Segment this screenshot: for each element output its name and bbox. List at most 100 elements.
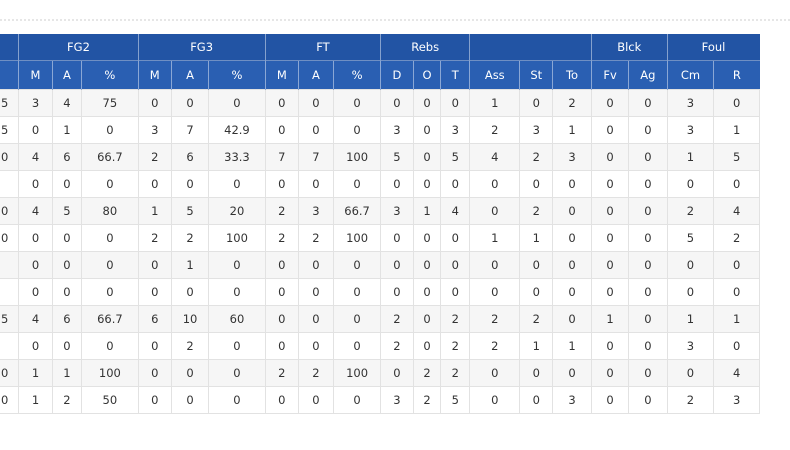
group-header: FG3	[137, 34, 266, 61]
table-cell: 5	[440, 386, 471, 414]
table-cell: 1	[552, 332, 592, 360]
table-cell: 0	[81, 116, 139, 144]
column-header: A	[51, 60, 82, 90]
table-cell: 0	[666, 170, 715, 198]
table-cell: 0	[469, 197, 521, 225]
table-cell: 1	[713, 116, 760, 144]
table-cell: 0	[332, 170, 382, 198]
table-cell: 0	[519, 170, 554, 198]
table-cell: 0	[552, 170, 592, 198]
table-cell: 4	[18, 305, 53, 333]
column-header	[0, 60, 19, 90]
table-cell: 3	[666, 332, 715, 360]
table-cell: 0	[297, 170, 334, 198]
table-cell: 0	[137, 332, 172, 360]
column-header: T	[440, 60, 470, 90]
table-cell: 0	[81, 170, 139, 198]
table-cell: 2	[264, 224, 299, 252]
table-cell: 0	[666, 359, 715, 387]
table-cell: 2	[469, 116, 521, 144]
column-header: A	[170, 60, 209, 90]
table-cell: 0	[412, 305, 442, 333]
stats-table: FG2 FG3 FT Rebs Blck Foul M A% M A% M A% D O T Ass St To F…	[0, 34, 760, 414]
table-cell: 100	[208, 224, 266, 252]
table-cell: 0	[713, 89, 760, 117]
table-cell: 2	[519, 305, 554, 333]
table-cell: 0	[208, 251, 266, 279]
group-header: Blck	[590, 34, 668, 61]
table-cell: 0	[519, 359, 554, 387]
table-cell: 3	[552, 386, 592, 414]
table-cell: 0	[264, 251, 299, 279]
table-cell: 0	[264, 89, 299, 117]
table-cell: 0	[18, 251, 53, 279]
table-cell: 2	[440, 359, 471, 387]
group-header: FG2	[18, 34, 139, 61]
table-cell: 2	[170, 224, 210, 252]
table-cell: 0	[332, 386, 382, 414]
table-cell: 3	[519, 116, 554, 144]
table-cell: 2	[519, 197, 554, 225]
column-header: To	[552, 60, 592, 90]
table-cell: 0	[552, 251, 592, 279]
table-cell: 0	[264, 332, 299, 360]
table-cell: 1	[469, 89, 521, 117]
table-cell: 0	[628, 224, 668, 252]
table-cell: 0	[170, 278, 210, 306]
table-cell: 0	[81, 251, 139, 279]
table-cell: 0	[51, 170, 83, 198]
table-cell: 1	[412, 197, 442, 225]
table-cell: 0	[552, 359, 592, 387]
table-row: 0 4 5 80 1 5 20 2 3 66.7 3 1 4 0 2 0 0 0 2 4	[0, 197, 760, 225]
table-cell: 3	[137, 116, 172, 144]
table-cell: 1	[137, 197, 172, 225]
table-cell: 0	[713, 278, 760, 306]
table-cell: 0	[666, 278, 715, 306]
table-cell: 1	[713, 305, 760, 333]
table-cell: 0	[208, 332, 266, 360]
divider	[0, 19, 790, 21]
table-cell: 0	[332, 332, 382, 360]
column-header: A	[297, 60, 334, 90]
column-header: O	[412, 60, 441, 90]
table-cell: 0	[412, 278, 442, 306]
table-cell: 0	[51, 332, 83, 360]
table-cell: 0	[440, 278, 471, 306]
table-cell: 0	[18, 170, 53, 198]
table-cell: 2	[137, 143, 172, 171]
table-cell: 0	[440, 170, 471, 198]
table-cell: 6	[170, 143, 210, 171]
table-cell: 3	[666, 116, 715, 144]
table-cell: 2	[412, 386, 442, 414]
table-cell: 0	[208, 170, 266, 198]
table-cell: 0	[137, 89, 172, 117]
table-cell: 0	[51, 251, 83, 279]
table-cell: 100	[332, 359, 382, 387]
table-cell: 2	[170, 332, 210, 360]
table-cell: 1	[590, 305, 630, 333]
table-cell: 3	[297, 197, 334, 225]
table-cell: 100	[332, 143, 382, 171]
group-header-row: FG2 FG3 FT Rebs Blck Foul	[0, 34, 760, 61]
table-cell: 0	[51, 278, 83, 306]
table-cell: 0	[208, 386, 266, 414]
table-cell: 0	[713, 251, 760, 279]
table-cell: 66.7	[332, 197, 382, 225]
table-cell: 2	[264, 197, 299, 225]
table-cell: 0	[380, 89, 414, 117]
table-cell: 33.3	[208, 143, 266, 171]
column-header: M	[264, 60, 299, 90]
table-cell: 5	[0, 305, 20, 333]
table-cell: 5	[380, 143, 414, 171]
table-cell: 0	[81, 278, 139, 306]
table-cell: 0	[412, 251, 442, 279]
table-cell: 0	[469, 170, 521, 198]
table-cell: 0	[590, 143, 630, 171]
table-cell: 0	[332, 116, 382, 144]
table-cell: 1	[552, 116, 592, 144]
table-cell: 0	[552, 224, 592, 252]
table-cell: 0	[628, 359, 668, 387]
